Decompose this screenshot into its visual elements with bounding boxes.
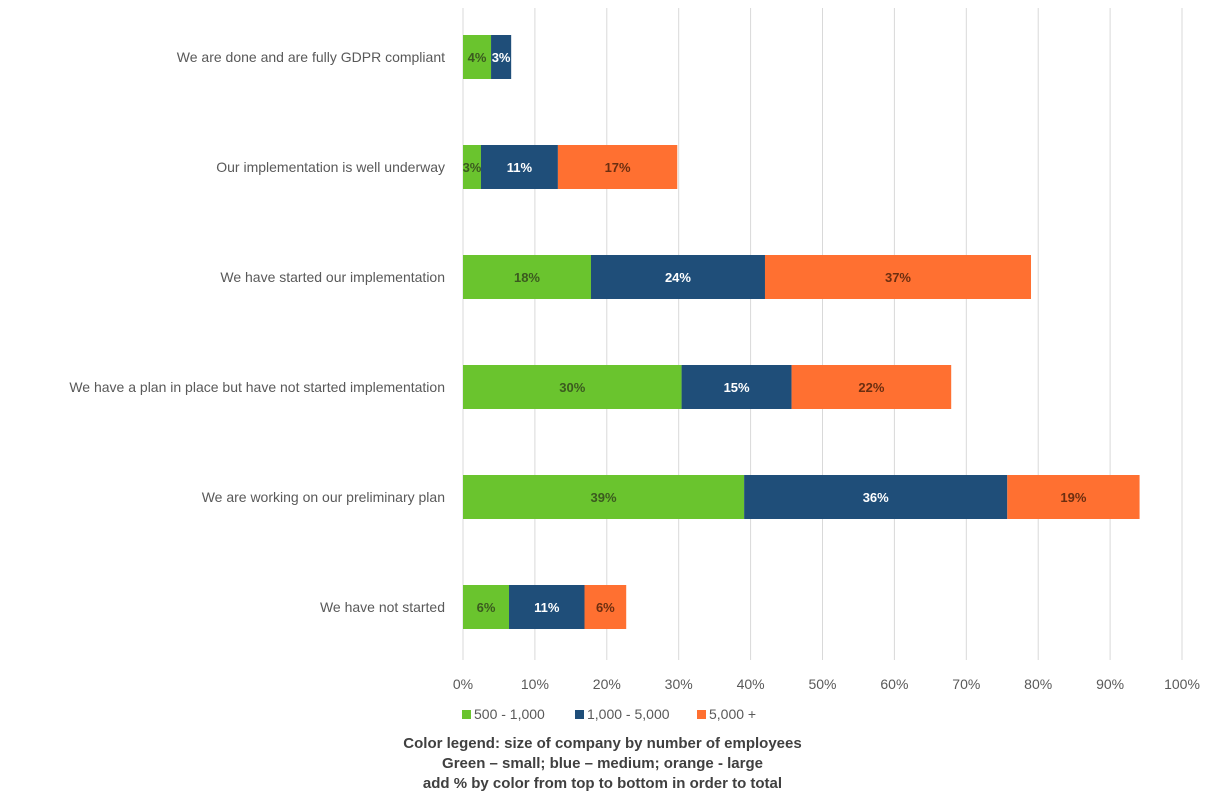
data-label: 22% (858, 380, 884, 395)
legend-label: 5,000 + (709, 706, 756, 722)
bar-segment (509, 585, 585, 629)
bar-segment (681, 365, 792, 409)
category-label: Our implementation is well underway (216, 159, 445, 175)
bar-segment (463, 475, 745, 519)
x-tick-label: 30% (665, 676, 693, 692)
legend-swatch (697, 710, 706, 719)
bar-segment (1007, 475, 1140, 519)
legend-swatch (462, 710, 471, 719)
legend-swatch (575, 710, 584, 719)
bar-segment (463, 255, 591, 299)
data-label: 37% (885, 270, 911, 285)
data-label: 4% (468, 50, 487, 65)
x-tick-label: 0% (453, 676, 473, 692)
data-label: 39% (591, 490, 617, 505)
data-label: 24% (665, 270, 691, 285)
data-label: 18% (514, 270, 540, 285)
x-tick-label: 60% (880, 676, 908, 692)
bar-segment (590, 255, 765, 299)
data-label: 30% (559, 380, 585, 395)
category-label: We have not started (320, 599, 445, 615)
bar-segment (480, 145, 558, 189)
x-tick-label: 40% (737, 676, 765, 692)
caption-block: Color legend: size of company by number … (0, 734, 1205, 794)
caption-line-1: Color legend: size of company by number … (403, 735, 802, 752)
data-label: 15% (724, 380, 750, 395)
data-label: 6% (477, 600, 496, 615)
data-label: 19% (1060, 490, 1086, 505)
x-tick-label: 90% (1096, 676, 1124, 692)
caption-line-3: add % by color from top to bottom in ord… (422, 775, 783, 792)
x-tick-label: 70% (952, 676, 980, 692)
bar-segment (463, 365, 682, 409)
bar-segment (791, 365, 952, 409)
legend-label: 500 - 1,000 (474, 706, 545, 722)
bar-segments: 4% 3% 3% 11% 17% 18% 24% 37% 30% 15% 22% 39% 36% 19% 6… (463, 35, 1140, 629)
bar-segment (744, 475, 1008, 519)
data-label: 3% (463, 160, 482, 175)
bar-segment (584, 585, 627, 629)
stacked-bar-chart: We are done and are fully GDPR compliant… (69, 8, 1200, 722)
legend: 500 - 1,000 1,000 - 5,000 5,000 + (462, 706, 756, 722)
x-tick-label: 50% (808, 676, 836, 692)
category-label: We are done and are fully GDPR compliant (177, 49, 445, 65)
legend-label: 1,000 - 5,000 (587, 706, 670, 722)
x-tick-label: 10% (521, 676, 549, 692)
x-axis-tick-labels: 0% 10% 20% 30% 40% 50% 60% 70% 80% 90% 100% (453, 676, 1200, 692)
category-label: We are working on our preliminary plan (202, 489, 445, 505)
data-label: 11% (534, 600, 560, 615)
category-label: We have started our implementation (220, 269, 445, 285)
data-label: 3% (492, 50, 511, 65)
category-label: We have a plan in place but have not sta… (69, 379, 445, 395)
data-label: 11% (507, 160, 533, 175)
bar-segment (463, 35, 492, 79)
x-tick-label: 80% (1024, 676, 1052, 692)
data-label: 36% (863, 490, 889, 505)
bar-segment (764, 255, 1032, 299)
bar-segment (491, 35, 512, 79)
gridlines (462, 8, 1183, 660)
x-tick-label: 100% (1164, 676, 1200, 692)
data-label: 6% (596, 600, 615, 615)
bar-segment (557, 145, 678, 189)
category-labels: We are done and are fully GDPR compliant… (69, 49, 445, 615)
bar-segment (463, 145, 481, 189)
x-tick-label: 20% (593, 676, 621, 692)
caption-line-2: Green – small; blue – medium; orange - l… (442, 755, 763, 772)
bar-segment (463, 585, 510, 629)
data-label: 17% (605, 160, 631, 175)
